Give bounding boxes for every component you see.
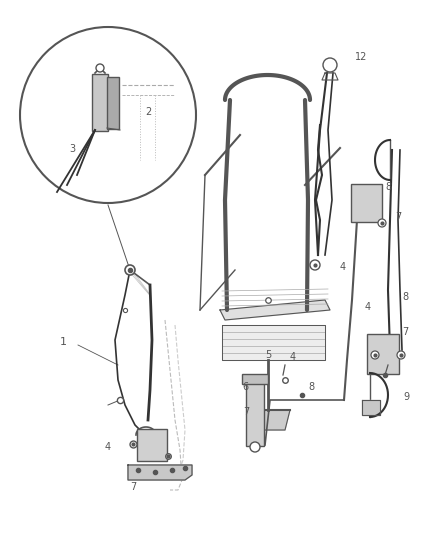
FancyBboxPatch shape	[246, 379, 264, 446]
Text: 12: 12	[355, 52, 367, 62]
Polygon shape	[222, 325, 325, 360]
Text: 7: 7	[395, 212, 401, 222]
FancyBboxPatch shape	[92, 74, 108, 131]
Circle shape	[323, 58, 337, 72]
Polygon shape	[128, 465, 192, 480]
Polygon shape	[248, 410, 290, 430]
Text: 3: 3	[69, 144, 75, 154]
FancyBboxPatch shape	[350, 183, 381, 222]
Circle shape	[378, 219, 386, 227]
Text: 8: 8	[308, 382, 314, 392]
Text: 8: 8	[385, 182, 391, 192]
Polygon shape	[362, 400, 380, 415]
Text: 4: 4	[365, 302, 371, 312]
FancyBboxPatch shape	[242, 374, 268, 384]
Circle shape	[371, 351, 379, 359]
Circle shape	[125, 265, 135, 275]
Polygon shape	[220, 300, 330, 320]
Text: 5: 5	[265, 350, 271, 360]
Text: 9: 9	[403, 392, 409, 402]
FancyBboxPatch shape	[367, 334, 399, 374]
Text: 8: 8	[402, 292, 408, 302]
Text: 4: 4	[290, 352, 296, 362]
Circle shape	[20, 27, 196, 203]
Text: 7: 7	[130, 482, 136, 492]
FancyBboxPatch shape	[107, 77, 119, 129]
FancyBboxPatch shape	[137, 429, 167, 461]
Circle shape	[250, 442, 260, 452]
Text: 6: 6	[242, 382, 248, 392]
Text: 4: 4	[105, 442, 111, 452]
Text: 1: 1	[60, 337, 67, 347]
Circle shape	[310, 260, 320, 270]
Text: 7: 7	[402, 327, 408, 337]
Text: 7: 7	[243, 407, 249, 417]
Circle shape	[397, 351, 405, 359]
Circle shape	[96, 64, 104, 72]
Text: 2: 2	[145, 107, 151, 117]
Text: 4: 4	[340, 262, 346, 272]
